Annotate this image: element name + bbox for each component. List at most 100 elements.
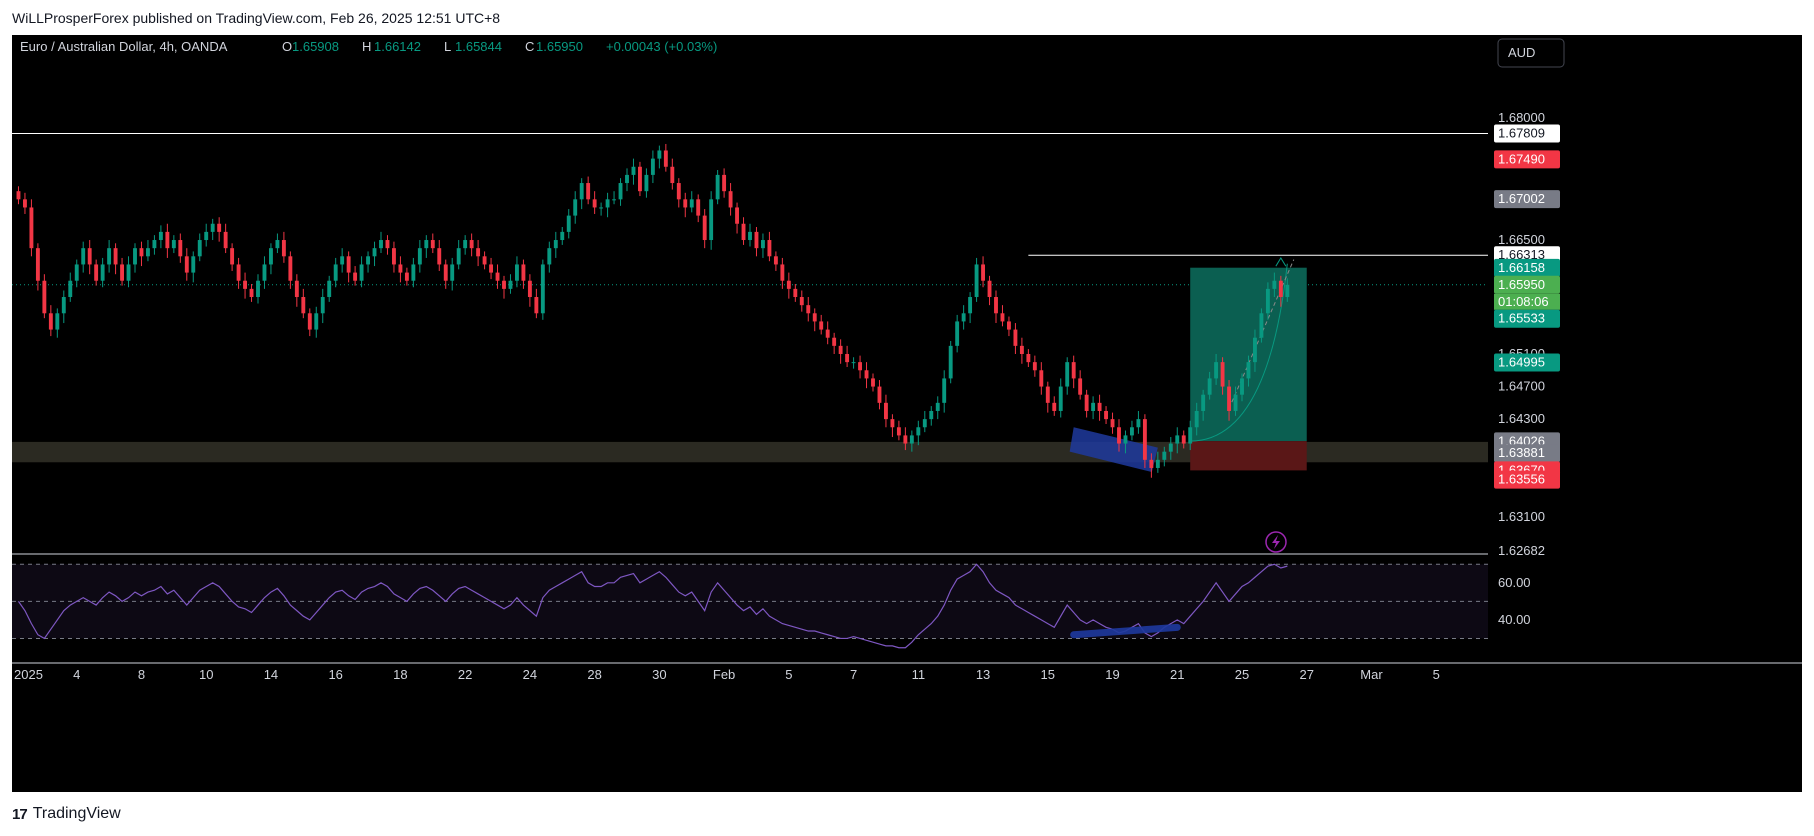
candle — [896, 420, 901, 441]
candle — [1045, 381, 1050, 413]
candle-body — [385, 240, 390, 249]
candle-body — [1272, 280, 1277, 289]
x-tick-label: 5 — [785, 667, 792, 682]
price-axis-label-text: 1.66158 — [1498, 260, 1545, 275]
candle-body — [1259, 313, 1264, 338]
candle-body — [903, 435, 908, 444]
candle-body — [735, 207, 739, 224]
candle — [767, 231, 772, 262]
candle-body — [676, 183, 681, 200]
candle-body — [981, 264, 985, 281]
candle-body — [392, 248, 396, 265]
candle-body — [825, 329, 830, 338]
candle-body — [502, 280, 506, 289]
candle-body — [456, 248, 461, 265]
legend-close: 1.65950 — [536, 39, 583, 54]
candle-body — [307, 313, 312, 330]
falling-wedge — [1069, 427, 1158, 473]
candle — [890, 414, 895, 438]
candle — [1123, 430, 1128, 454]
candle — [366, 251, 370, 273]
candle-body — [1071, 362, 1076, 379]
candle-body — [994, 297, 998, 314]
candle — [489, 257, 493, 280]
price-axis-label-bg — [1494, 470, 1560, 489]
candle — [877, 380, 882, 410]
candle-body — [411, 264, 416, 281]
candle-body — [612, 199, 616, 201]
candle — [987, 275, 992, 306]
candle — [741, 217, 746, 245]
price-axis-label-text: 1.65533 — [1498, 311, 1545, 326]
x-tick-label: 4 — [73, 667, 80, 682]
tradingview-logo-icon: 17 — [12, 805, 28, 823]
candle — [100, 257, 105, 288]
candle — [1149, 453, 1154, 478]
candle-body — [1110, 419, 1115, 428]
candle — [158, 225, 163, 249]
candle — [1052, 396, 1057, 416]
candle — [1278, 275, 1283, 307]
candle — [269, 243, 273, 275]
candle-body — [929, 410, 934, 420]
candle — [1246, 355, 1251, 387]
candle — [152, 235, 157, 255]
candle-body — [974, 264, 979, 298]
legend-change: +0.00043 (+0.03%) — [606, 39, 717, 54]
candle-body — [1227, 386, 1231, 411]
candle-body — [1000, 313, 1005, 322]
stop-zone — [1190, 441, 1307, 471]
candle-body — [243, 280, 247, 289]
candle — [761, 233, 765, 258]
x-tick-label: 14 — [264, 667, 278, 682]
candle-body — [1091, 402, 1096, 411]
candle — [709, 191, 714, 250]
candle — [650, 150, 655, 184]
candle-body — [877, 386, 882, 403]
candle-body — [1045, 386, 1050, 403]
candle — [1007, 316, 1011, 337]
currency-button[interactable]: AUD — [1497, 38, 1565, 68]
price-axis-label: 1.67809 — [1494, 124, 1560, 143]
candle — [858, 355, 862, 379]
candle-body — [171, 240, 176, 249]
candle — [1078, 370, 1083, 400]
candle — [385, 235, 390, 255]
candle-body — [359, 264, 364, 281]
candle-body — [333, 264, 338, 281]
candle — [404, 267, 409, 286]
candle — [120, 257, 124, 286]
candle-body — [463, 240, 468, 249]
candle-body — [702, 215, 707, 241]
candle — [702, 209, 707, 249]
candle-body — [812, 313, 817, 322]
candle — [29, 199, 34, 257]
candle — [1097, 394, 1102, 421]
chart-frame[interactable]: 1.68000 1.66500 1.65100 1.64700 1.64300 1.631… — [12, 35, 1802, 792]
price-axis-label-text: 1.64995 — [1498, 355, 1545, 370]
legend-open: 1.65908 — [292, 39, 339, 54]
price-axis-label-text: 1.67809 — [1498, 125, 1545, 140]
candle-body — [566, 215, 571, 232]
candle — [599, 202, 604, 216]
candle-body — [133, 248, 137, 265]
candle — [1240, 373, 1244, 402]
candle-body — [1240, 378, 1244, 395]
candle — [1000, 305, 1005, 327]
candle — [107, 240, 112, 273]
candle — [379, 231, 383, 254]
price-axis-label: 1.62682 — [1498, 543, 1545, 558]
chart-svg[interactable]: 1.680001.665001.651001.647001.643001.631… — [12, 35, 1802, 792]
candle-body — [761, 240, 765, 249]
rsi-tick-label: 60.00 — [1498, 575, 1531, 590]
candle — [1207, 371, 1212, 400]
candle — [482, 251, 487, 270]
candle — [210, 218, 215, 241]
candle-body — [922, 419, 927, 428]
candle-body — [864, 370, 869, 379]
candle — [1091, 396, 1096, 420]
candle-body — [404, 272, 409, 281]
y-tick-label: 1.64300 — [1498, 411, 1545, 426]
x-tick-label: 24 — [523, 667, 537, 682]
candle-body — [1201, 394, 1206, 411]
